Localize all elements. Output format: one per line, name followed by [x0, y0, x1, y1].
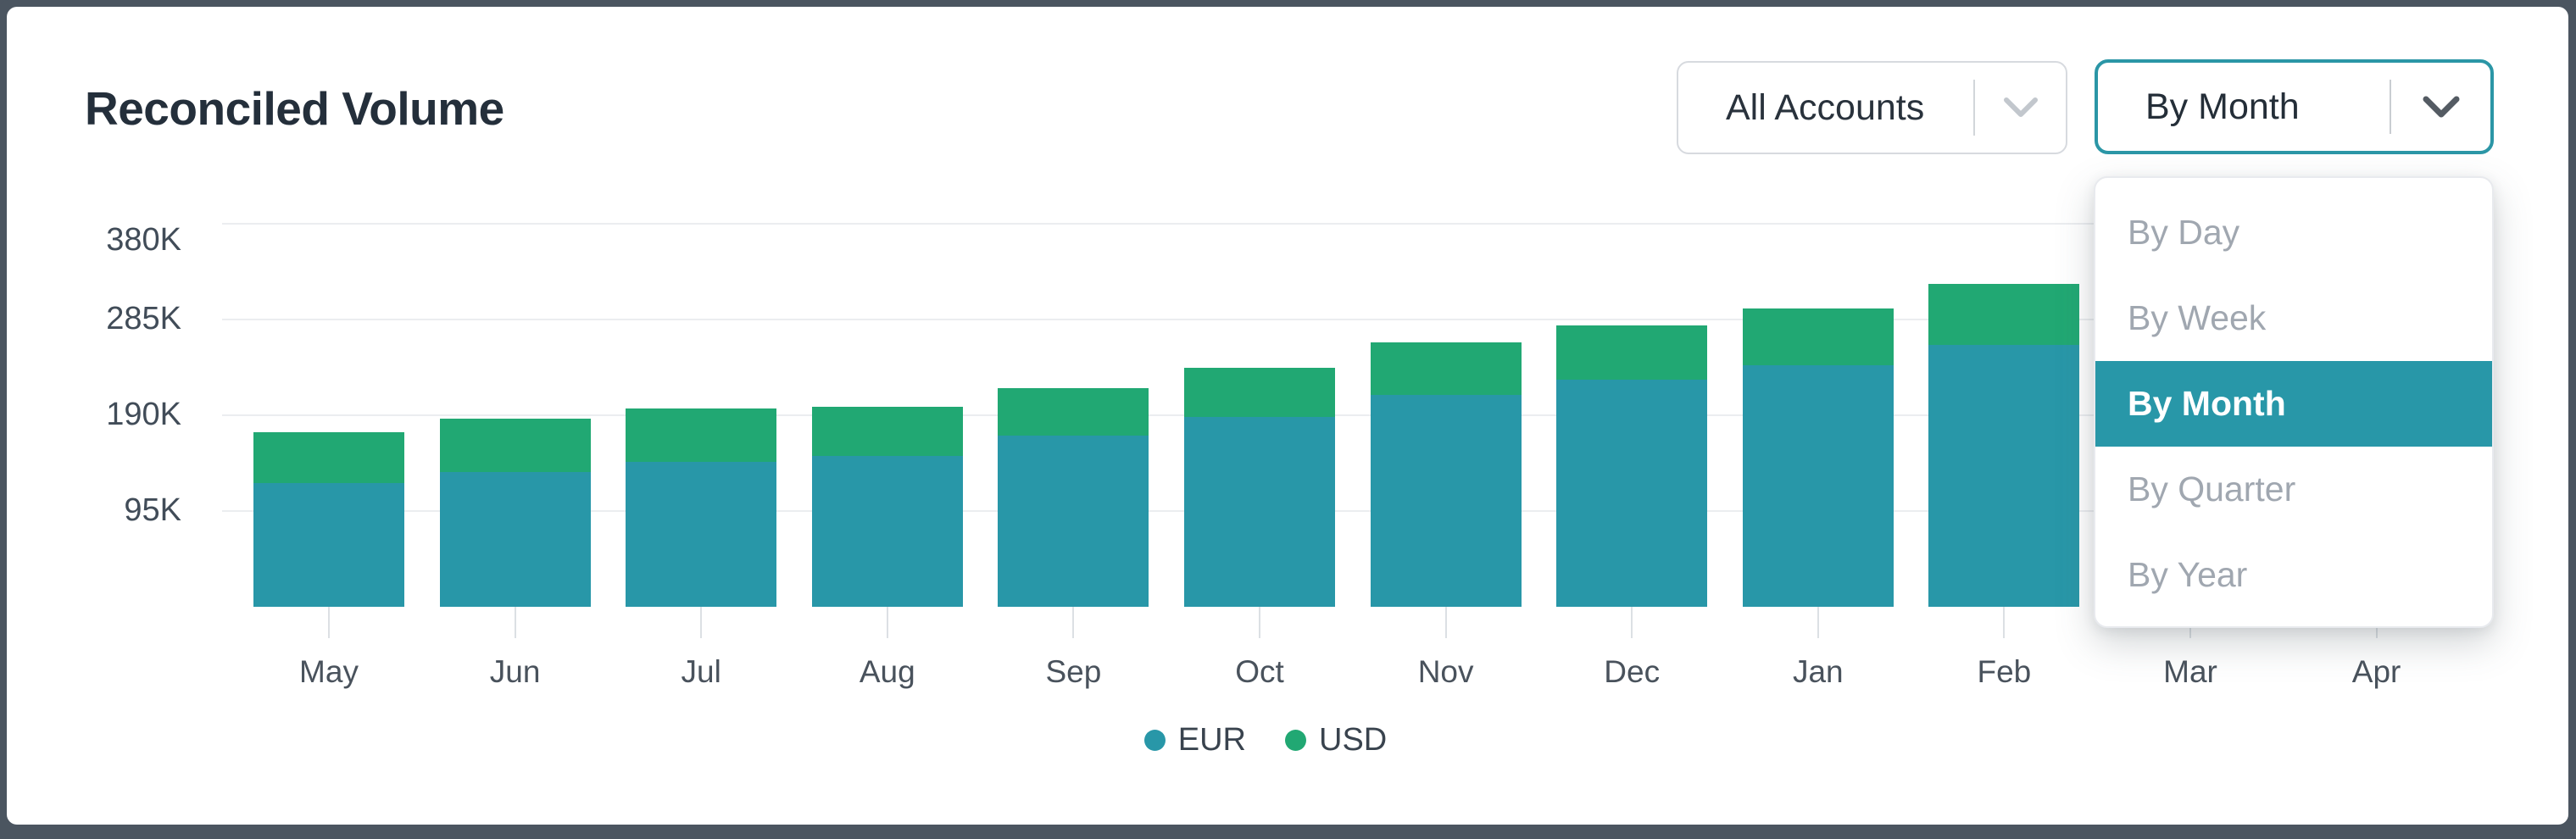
legend-item-eur[interactable]: EUR [1143, 722, 1246, 758]
bar-segment-usd [1742, 308, 1894, 365]
gridline [222, 510, 2475, 512]
gridline [222, 319, 2475, 320]
x-axis-label: Mar [2163, 654, 2217, 689]
x-axis-label: Feb [1977, 654, 2032, 689]
y-axis-label: 285K [106, 301, 181, 336]
x-axis-tick [328, 607, 330, 638]
bar-segment-usd [253, 432, 404, 483]
x-axis-label: Nov [1417, 654, 1474, 689]
period-filter-select[interactable]: By Month [2095, 59, 2494, 154]
bar-segment-eur [811, 455, 963, 607]
chevron-down-icon [2391, 63, 2490, 151]
select-divider [2390, 80, 2391, 134]
gridline [222, 223, 2475, 225]
bar-segment-usd [1556, 325, 1708, 381]
legend-item-usd[interactable]: USD [1285, 722, 1387, 758]
period-filter-value: By Month [2145, 86, 2300, 127]
x-axis-tick [1259, 607, 1260, 638]
account-filter-value: All Accounts [1726, 86, 1925, 128]
y-axis-label: 380K [106, 222, 181, 258]
chart-legend: EUR USD [7, 722, 2524, 758]
x-axis-tick [1072, 607, 1075, 638]
x-axis-label: Sep [1045, 654, 1102, 689]
bar-segment-eur [439, 471, 591, 607]
x-axis-label: Jun [489, 654, 541, 689]
legend-dot-icon [1285, 730, 1306, 751]
x-axis-tick [514, 607, 516, 638]
chevron-down-icon [1975, 63, 2066, 153]
bar-segment-eur [1184, 417, 1335, 607]
menu-item-by-month[interactable]: By Month [2095, 361, 2492, 447]
x-axis-tick [700, 607, 703, 638]
bar-segment-eur [1928, 344, 2080, 607]
x-axis-label: May [299, 654, 359, 689]
x-axis-label: Jan [1792, 654, 1844, 689]
x-axis-tick [1444, 607, 1447, 638]
bar-segment-usd [998, 387, 1149, 436]
x-axis-tick [1817, 607, 1819, 638]
reconciled-volume-card: Reconciled Volume 95K 190K 285K 380K May Jun J… [7, 7, 2568, 825]
x-axis-label: Jul [681, 654, 721, 689]
bar-segment-usd [626, 408, 777, 462]
legend-label: EUR [1177, 722, 1246, 758]
menu-item-by-year[interactable]: By Year [2128, 555, 2248, 594]
bar-segment-eur [1370, 395, 1522, 607]
period-dropdown-menu: By Day By Week By Month By Quarter By Year [2094, 176, 2494, 628]
bar-segment-usd [439, 418, 591, 472]
x-axis-label: Dec [1604, 654, 1661, 689]
legend-label: USD [1319, 722, 1388, 758]
page-title: Reconciled Volume [85, 82, 504, 135]
bar-segment-eur [626, 461, 777, 607]
menu-item-by-week[interactable]: By Week [2128, 298, 2267, 337]
menu-item-by-quarter[interactable]: By Quarter [2128, 470, 2296, 508]
bar-segment-eur [1556, 380, 1708, 607]
stacked-bar-chart: 95K 190K 285K 380K May Jun Jul Aug Sep Oct Nov Dec J… [7, 7, 2568, 825]
bar-segment-eur [1742, 364, 1894, 607]
account-filter-select[interactable]: All Accounts [1677, 61, 2067, 154]
bar-segment-eur [998, 435, 1149, 607]
bar-segment-usd [1928, 284, 2080, 345]
bar-segment-usd [1370, 342, 1522, 396]
legend-dot-icon [1143, 730, 1166, 751]
x-axis-tick [886, 607, 888, 638]
menu-item-by-day[interactable]: By Day [2128, 213, 2240, 252]
x-axis-label: Aug [859, 654, 915, 689]
y-axis-label: 95K [124, 492, 181, 528]
x-axis-tick [2003, 607, 2006, 638]
select-divider [1973, 80, 1975, 136]
bar-segment-usd [811, 407, 963, 456]
bar-segment-usd [1184, 368, 1335, 418]
x-axis-label: Apr [2351, 654, 2401, 689]
x-axis-tick [1631, 607, 1633, 638]
gridline [222, 414, 2475, 416]
bar-segment-eur [253, 482, 404, 607]
y-axis-label: 190K [106, 397, 181, 432]
x-axis-label: Oct [1235, 654, 1284, 689]
